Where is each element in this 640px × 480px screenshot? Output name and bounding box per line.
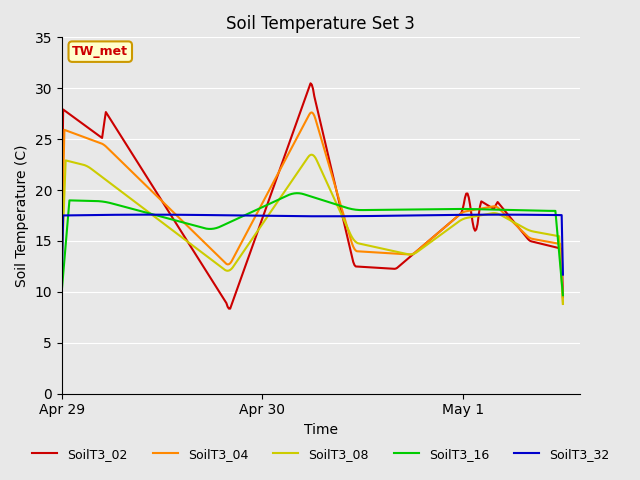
Y-axis label: Soil Temperature (C): Soil Temperature (C) — [15, 144, 29, 287]
Text: TW_met: TW_met — [72, 45, 128, 58]
Legend: SoilT3_02, SoilT3_04, SoilT3_08, SoilT3_16, SoilT3_32: SoilT3_02, SoilT3_04, SoilT3_08, SoilT3_… — [28, 443, 614, 466]
X-axis label: Time: Time — [304, 423, 338, 437]
Title: Soil Temperature Set 3: Soil Temperature Set 3 — [227, 15, 415, 33]
